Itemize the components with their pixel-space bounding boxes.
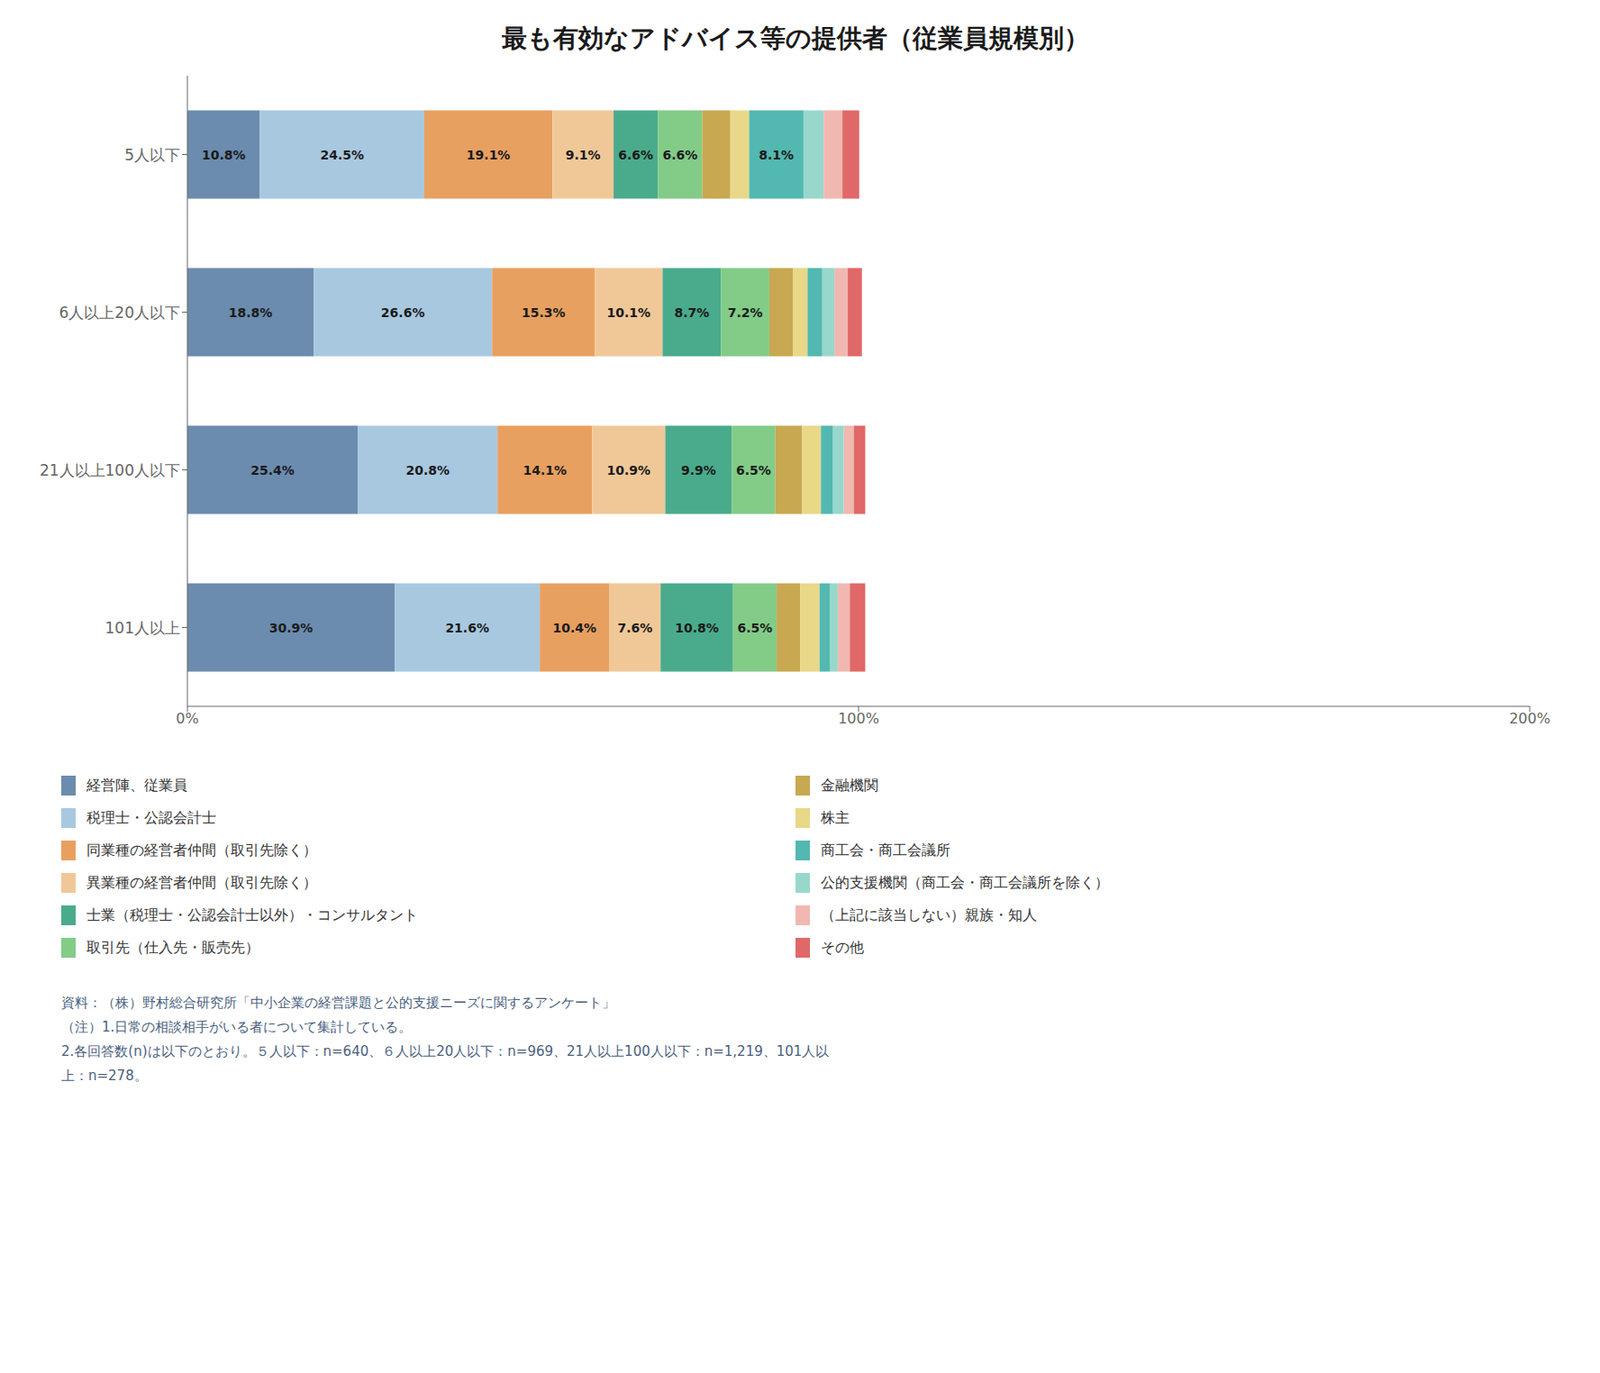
- html-text:公的支援機関（商工会・商工会議所を除く）: 公的支援機関（商工会・商工会議所を除く）: [820, 873, 1110, 891]
- svg-text:9.1%: 9.1%: [565, 147, 601, 163]
- html-text:資料：（株）野村総合研究所「中小企業の経営課題と公的支援ニー: 資料：（株）野村総合研究所「中小企業の経営課題と公的支援ニーズに関するアンケート…: [61, 994, 616, 1011]
- html-text:異業種の経営者仲間（取引先除く）: 異業種の経営者仲間（取引先除く）: [86, 873, 318, 891]
- svg-text:6.6%: 6.6%: [662, 147, 698, 163]
- html-text:その他: その他: [820, 938, 864, 956]
- svg-text:21人以上100人以下: 21人以上100人以下: [39, 461, 181, 480]
- svg-text:30.9%: 30.9%: [269, 620, 314, 636]
- html-text:商工会・商工会議所: 商工会・商工会議所: [820, 840, 951, 859]
- html-text:同業種の経営者仲間（取引先除く）: 同業種の経営者仲間（取引先除く）: [86, 840, 318, 859]
- svg-text:25.4%: 25.4%: [250, 463, 295, 478]
- svg-text:7.2%: 7.2%: [727, 305, 764, 320]
- html-text:税理士・公認会計士: 税理士・公認会計士: [86, 808, 217, 826]
- html-text:（注）1.日常の相談相手がいる者について集計している。: （注）1.日常の相談相手がいる者について集計している。: [61, 1018, 412, 1036]
- svg-text:26.6%: 26.6%: [381, 305, 426, 320]
- svg-text:20.8%: 20.8%: [405, 463, 450, 478]
- svg-text:0%: 0%: [175, 709, 199, 728]
- svg-text:19.1%: 19.1%: [466, 147, 511, 163]
- html-text:経営陣、従業員: 経営陣、従業員: [86, 776, 188, 794]
- html-text:士業（税理士・公認会計士以外）・コンサルタント: 士業（税理士・公認会計士以外）・コンサルタント: [86, 905, 419, 923]
- svg-text:6.5%: 6.5%: [736, 620, 773, 636]
- svg-text:21.6%: 21.6%: [445, 620, 490, 636]
- svg-text:5人以下: 5人以下: [124, 145, 181, 164]
- html-text:株主: 株主: [820, 808, 850, 826]
- html-text:（上記に該当しない）親族・知人: （上記に該当しない）親族・知人: [820, 905, 1037, 923]
- svg-text:6人以上20人以下: 6人以上20人以下: [59, 303, 181, 322]
- html-text:上：n=278。: 上：n=278。: [61, 1067, 148, 1084]
- svg-text:100%: 100%: [837, 709, 880, 728]
- svg-text:8.1%: 8.1%: [758, 147, 794, 163]
- svg-text:6.6%: 6.6%: [618, 147, 654, 163]
- svg-text:15.3%: 15.3%: [521, 305, 566, 320]
- html-text:取引先（仕入先・販売先）: 取引先（仕入先・販売先）: [86, 938, 260, 956]
- svg-text:14.1%: 14.1%: [522, 463, 567, 478]
- svg-text:10.9%: 10.9%: [607, 463, 652, 478]
- html-text:2.各回答数(n)は以下のとおり。５人以下：n=640、６人: 2.各回答数(n)は以下のとおり。５人以下：n=640、６人以上20人以下：n=…: [61, 1043, 830, 1060]
- svg-text:24.5%: 24.5%: [319, 147, 364, 163]
- svg-text:10.8%: 10.8%: [674, 620, 719, 636]
- svg-text:7.6%: 7.6%: [618, 620, 654, 636]
- svg-text:200%: 200%: [1509, 709, 1551, 728]
- svg-text:10.4%: 10.4%: [553, 620, 598, 636]
- svg-text:18.8%: 18.8%: [228, 305, 273, 320]
- html-text:金融機関: 金融機関: [820, 776, 879, 794]
- svg-text:9.9%: 9.9%: [681, 463, 717, 478]
- svg-text:6.5%: 6.5%: [736, 463, 772, 478]
- svg-text:10.1%: 10.1%: [607, 305, 652, 320]
- html-text:最も有効なアドバイス等の提供者（従業員規模別）: 最も有効なアドバイス等の提供者（従業員規模別）: [501, 23, 1090, 54]
- svg-text:101人以上: 101人以上: [105, 618, 181, 637]
- svg-text:10.8%: 10.8%: [201, 147, 246, 163]
- svg-text:8.7%: 8.7%: [673, 305, 710, 320]
